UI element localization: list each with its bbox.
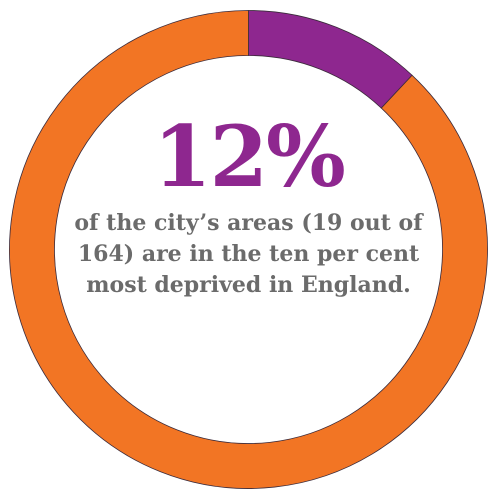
center-label: 12% of the city’s areas (19 out of 164) … xyxy=(60,112,437,301)
donut-slice-most-deprived xyxy=(248,10,413,109)
caption-text: of the city’s areas (19 out of 164) are … xyxy=(74,210,423,298)
headline-percentage: 12% xyxy=(153,107,346,206)
donut-slice-other xyxy=(9,10,488,489)
